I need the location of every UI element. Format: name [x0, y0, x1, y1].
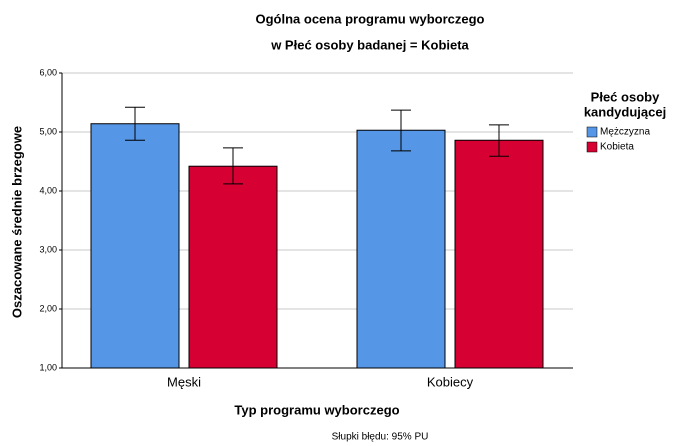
bar — [90, 123, 180, 369]
x-axis-label: Typ programu wyborczego — [234, 402, 399, 417]
y-tick-label: 4,00 — [39, 185, 57, 195]
error-bar — [489, 124, 509, 157]
legend-title: Płeć osoby — [591, 89, 660, 104]
y-tick-label: 3,00 — [39, 244, 57, 254]
y-axis-label: Oszacowane średnie brzegowe — [9, 126, 24, 318]
error-bar — [125, 106, 145, 141]
error-bar — [391, 109, 411, 152]
legend-title: kandydującej — [584, 104, 666, 119]
y-tick-label: 6,00 — [39, 67, 57, 77]
legend-swatch — [586, 126, 598, 138]
y-tick-label: 1,00 — [39, 362, 57, 372]
legend-label: Mężczyzna — [600, 127, 650, 138]
error-bar — [223, 147, 243, 185]
bar — [188, 165, 278, 369]
legend-swatch — [586, 141, 598, 153]
footnote: Słupki błędu: 95% PU — [332, 432, 429, 443]
bar — [454, 139, 544, 369]
x-tick-label: Kobiecy — [427, 374, 474, 389]
y-tick-label: 2,00 — [39, 303, 57, 313]
y-tick-label: 5,00 — [39, 126, 57, 136]
chart-title: Ogólna ocena programu wyborczego — [256, 11, 485, 26]
x-tick-label: Męski — [167, 374, 201, 389]
legend-label: Kobieta — [600, 142, 634, 153]
bar — [356, 129, 446, 369]
chart-subtitle: w Płeć osoby badanej = Kobieta — [270, 37, 469, 52]
